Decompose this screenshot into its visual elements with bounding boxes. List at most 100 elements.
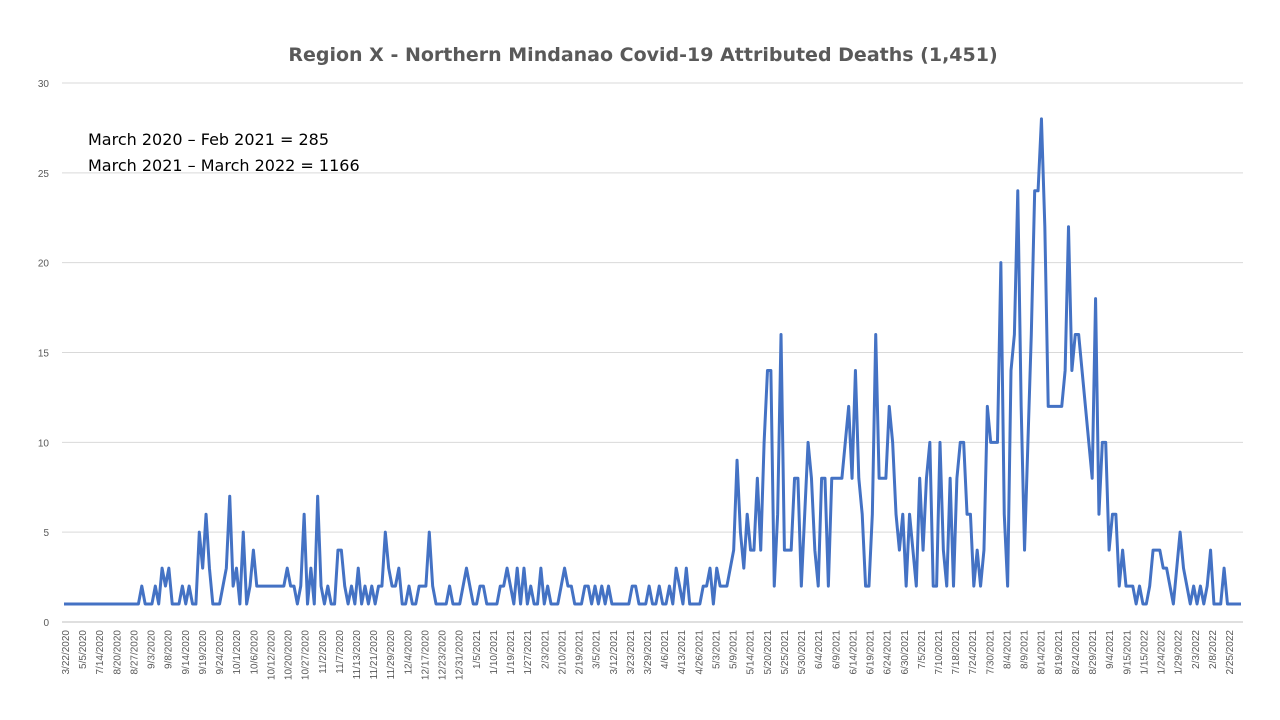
data-point	[104, 603, 105, 604]
data-point	[344, 585, 345, 586]
data-point	[233, 585, 234, 586]
data-point	[689, 603, 690, 604]
data-point	[466, 568, 467, 569]
data-point	[520, 603, 521, 604]
data-point	[1166, 568, 1167, 569]
y-tick-label: 30	[38, 79, 50, 90]
data-point	[943, 550, 944, 551]
data-point	[1183, 568, 1184, 569]
x-tick-label: 3/29/2021	[643, 630, 654, 675]
data-point	[1146, 603, 1147, 604]
x-tick-label: 2/10/2021	[557, 630, 568, 675]
data-point	[1058, 406, 1059, 407]
data-point	[351, 585, 352, 586]
data-point	[767, 370, 768, 371]
data-point	[97, 603, 98, 604]
data-point	[1054, 406, 1055, 407]
data-point	[1041, 118, 1042, 119]
data-point	[442, 603, 443, 604]
data-point	[561, 585, 562, 586]
x-tick-label: 5/30/2021	[797, 630, 808, 675]
data-point	[564, 568, 565, 569]
x-tick-label: 2/3/2022	[1191, 630, 1202, 669]
x-tick-label: 1/10/2021	[489, 630, 500, 675]
data-point	[537, 603, 538, 604]
data-point	[638, 603, 639, 604]
data-point	[608, 585, 609, 586]
data-point	[429, 532, 430, 533]
data-point	[107, 603, 108, 604]
x-tick-label: 8/9/2021	[1020, 630, 1031, 669]
data-point	[1220, 603, 1221, 604]
data-point	[936, 585, 937, 586]
data-point	[990, 442, 991, 443]
chart-title: Region X - Northern Mindanao Covid-19 At…	[288, 44, 997, 66]
data-point	[784, 550, 785, 551]
x-tick-label: 5/25/2021	[780, 630, 791, 675]
data-point	[422, 585, 423, 586]
data-point	[1112, 514, 1113, 515]
data-point	[368, 603, 369, 604]
data-point	[317, 496, 318, 497]
data-point	[615, 603, 616, 604]
data-point	[1000, 262, 1001, 263]
data-point	[716, 568, 717, 569]
x-tick-label: 7/10/2021	[934, 630, 945, 675]
data-point	[926, 478, 927, 479]
data-point	[314, 603, 315, 604]
data-point	[327, 585, 328, 586]
x-tick-label: 10/20/2020	[284, 630, 295, 680]
data-point	[490, 603, 491, 604]
data-point	[324, 603, 325, 604]
data-point	[253, 550, 254, 551]
data-point	[348, 603, 349, 604]
data-point	[449, 585, 450, 586]
x-tick-label: 11/21/2020	[369, 630, 380, 680]
data-point	[473, 603, 474, 604]
data-point	[1196, 603, 1197, 604]
x-tick-label: 4/13/2021	[677, 630, 688, 675]
data-point	[479, 585, 480, 586]
data-point	[178, 603, 179, 604]
data-point	[652, 603, 653, 604]
data-point	[1125, 585, 1126, 586]
data-point	[889, 406, 890, 407]
data-point	[483, 585, 484, 586]
x-tick-label: 9/14/2020	[181, 630, 192, 675]
data-point	[118, 603, 119, 604]
data-point	[452, 603, 453, 604]
data-point	[980, 585, 981, 586]
data-point	[226, 568, 227, 569]
x-tick-label: 6/30/2021	[900, 630, 911, 675]
x-tick-label: 9/8/2020	[164, 630, 175, 669]
data-point	[1078, 334, 1079, 335]
data-point	[388, 568, 389, 569]
data-point	[500, 585, 501, 586]
x-tick-label: 8/20/2020	[112, 630, 123, 675]
x-tick-label: 12/31/2020	[455, 630, 466, 680]
data-point	[77, 603, 78, 604]
data-point	[273, 585, 274, 586]
data-point	[814, 550, 815, 551]
data-point	[287, 568, 288, 569]
data-point	[1068, 226, 1069, 227]
data-point	[172, 603, 173, 604]
data-point	[131, 603, 132, 604]
data-point	[155, 585, 156, 586]
data-point	[1136, 603, 1137, 604]
data-point	[550, 603, 551, 604]
data-point	[189, 585, 190, 586]
data-point	[983, 550, 984, 551]
x-tick-label: 3/23/2021	[626, 630, 637, 675]
data-point	[141, 585, 142, 586]
data-point	[909, 514, 910, 515]
data-point	[821, 478, 822, 479]
data-point	[415, 603, 416, 604]
data-point	[138, 603, 139, 604]
x-tick-label: 2/19/2021	[575, 630, 586, 675]
data-point	[469, 585, 470, 586]
data-point	[513, 603, 514, 604]
data-point	[1163, 568, 1164, 569]
data-point	[797, 478, 798, 479]
data-point	[736, 460, 737, 461]
